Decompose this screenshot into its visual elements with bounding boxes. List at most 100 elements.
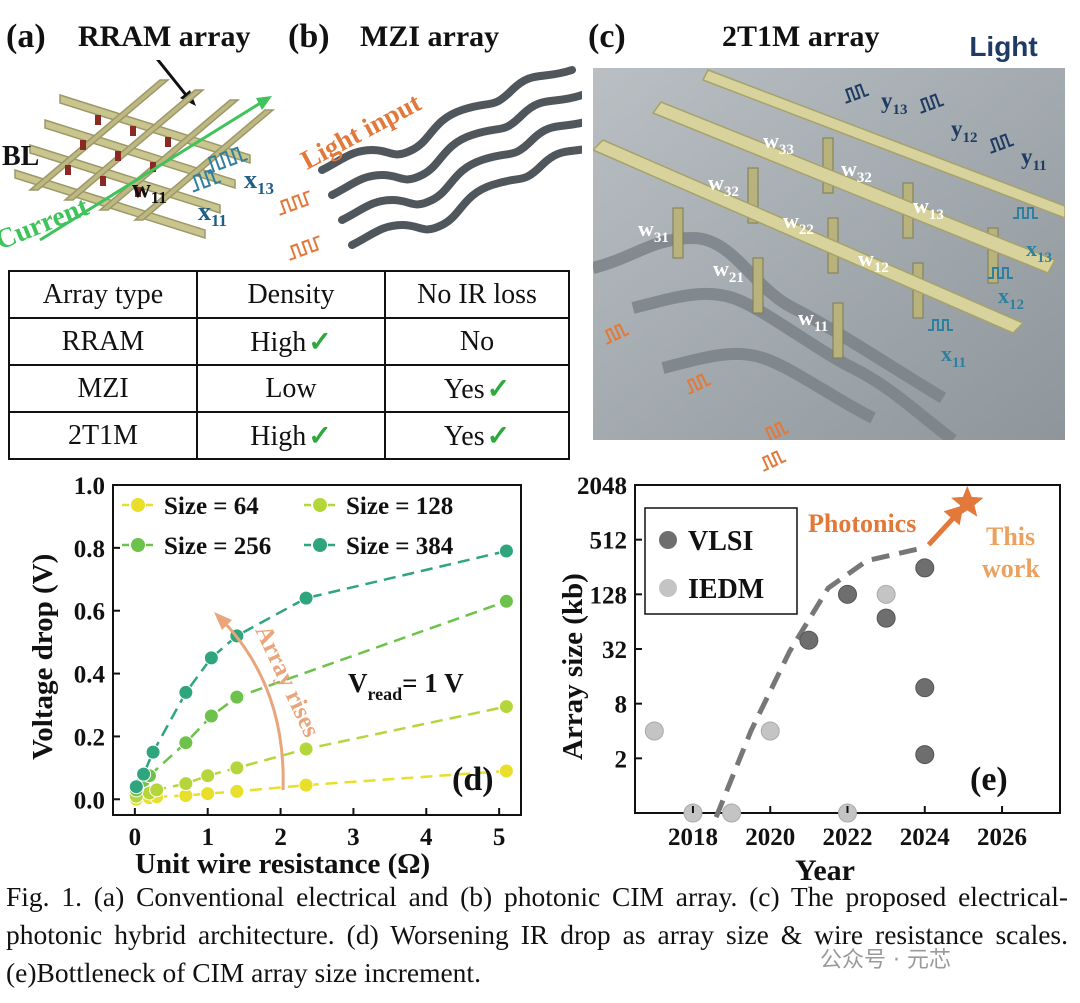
w11-sub: 11 xyxy=(151,188,167,207)
table-cell-type: 2T1M xyxy=(8,411,198,460)
w32a-label: w xyxy=(708,170,724,195)
w11c-label: w xyxy=(798,305,814,330)
panel-a-title: RRAM array xyxy=(78,20,251,53)
light-output-line-1: Light xyxy=(969,31,1038,62)
y13-label: y xyxy=(881,88,893,113)
chart-e-ytick-label: 512 xyxy=(590,528,628,555)
chart-d-point xyxy=(149,782,165,798)
table-cell-noir: Yes✓ xyxy=(384,364,570,413)
chart-e-xlabel: Year xyxy=(795,854,855,887)
chart-d-legend-marker xyxy=(131,498,145,512)
table-header-row: Array type Density No IR loss xyxy=(8,270,570,319)
vread-label: V xyxy=(348,668,368,698)
chart-d-point xyxy=(498,699,514,715)
x11-label: x xyxy=(198,197,211,226)
this-work-label-1: This xyxy=(986,522,1035,551)
w32b-label: w xyxy=(841,156,857,181)
mzi-array-illustration: Light input xyxy=(279,66,582,261)
chart-d-point xyxy=(203,708,219,724)
chart-e-point-vlsi xyxy=(915,678,935,698)
table-header: Array type xyxy=(8,270,198,319)
w21-label: w xyxy=(713,256,729,281)
chart-d-xtick-label: 1 xyxy=(201,824,214,851)
chart-e-xtick-label: 2026 xyxy=(977,824,1027,851)
table-cell-density: High✓ xyxy=(196,317,386,366)
check-icon: ✓ xyxy=(308,326,332,358)
chart-e-arrow-head xyxy=(943,505,964,526)
chart-d-ytick-label: 0.2 xyxy=(74,724,105,751)
svg-text:Vread= 1 V: Vread= 1 V xyxy=(348,668,464,704)
svg-text:w21: w21 xyxy=(713,256,744,286)
chart-d-point xyxy=(498,763,514,779)
table-cell-density: High✓ xyxy=(196,411,386,460)
chart-d-point xyxy=(200,768,216,784)
chart-e-point-iedm xyxy=(722,803,742,823)
array-size-chart: 2018 2020 2022 2024 2026 2 8 32 128 512 2048 Photo… xyxy=(557,473,1061,887)
chart-d-frame xyxy=(112,484,522,816)
svg-text:w11: w11 xyxy=(798,305,828,335)
svg-text:w31: w31 xyxy=(638,216,669,246)
chart-e-ytick-label: 2 xyxy=(615,746,628,773)
chart-d-point xyxy=(298,741,314,757)
current-label: Current xyxy=(0,191,94,255)
table-cell-type: MZI xyxy=(8,364,198,413)
chart-e-xtick-label: 2024 xyxy=(900,824,951,851)
x11c-label: x xyxy=(941,341,952,366)
chart-d-point xyxy=(136,766,152,782)
this-work-label-2: work xyxy=(982,554,1040,583)
chart-d-legend-marker xyxy=(131,538,145,552)
chart-e-ytick-label: 2048 xyxy=(577,473,627,500)
chart-e-xtick-label: 2020 xyxy=(745,824,795,851)
svg-text:w11: w11 xyxy=(132,174,167,207)
svg-text:w32: w32 xyxy=(708,170,739,200)
chart-d-legend-marker xyxy=(313,498,327,512)
chart-d-ytick-label: 0.8 xyxy=(74,536,105,563)
chart-d-point xyxy=(178,684,194,700)
svg-text:y13: y13 xyxy=(881,88,908,118)
check-icon: ✓ xyxy=(486,420,511,452)
svg-text:x11: x11 xyxy=(941,341,966,371)
table-cell-noir: No xyxy=(384,317,570,366)
svg-text:w13: w13 xyxy=(913,193,944,223)
2t1m-array-illustration: w33 w32 w32 w31 w22 w13 w21 w12 w11 y13 … xyxy=(593,68,1065,440)
svg-text:w12: w12 xyxy=(858,246,889,276)
chart-d-xtick-label: 5 xyxy=(493,824,506,851)
voltage-drop-chart: 0 1 2 3 4 5 0.0 0.2 0.4 0.6 0.8 1.0 Array rises Vre… xyxy=(27,473,522,880)
chart-d-ytick-label: 0.4 xyxy=(74,662,106,689)
chart-e-xtick-label: 2022 xyxy=(823,824,873,851)
chart-e-trend-line xyxy=(713,545,926,819)
table-cell-noir: Yes✓ xyxy=(384,411,570,460)
panel-e-label: (e) xyxy=(970,761,1008,798)
chart-d-series-line-0 xyxy=(136,769,507,801)
chart-d-legend-label: Size = 64 xyxy=(164,493,259,520)
table-cell-type: RRAM xyxy=(8,317,198,366)
panel-a-label: (a) xyxy=(6,18,46,55)
w31-label: w xyxy=(638,216,654,241)
y11-label: y xyxy=(1021,144,1033,169)
svg-text:x11: x11 xyxy=(198,197,227,230)
chart-d-ylabel: Voltage drop (V) xyxy=(27,554,59,760)
chart-d-ytick-label: 0.0 xyxy=(74,787,105,814)
panel-c-title: 2T1M array xyxy=(722,20,880,53)
chart-d-legend-label: Size = 128 xyxy=(346,493,453,520)
chart-d-series-line-1 xyxy=(136,705,507,798)
chart-d-point xyxy=(145,744,161,760)
watermark-text: 公众号 · 元芯 xyxy=(820,948,951,973)
x13-label: x xyxy=(244,165,257,194)
svg-text:y11: y11 xyxy=(1021,144,1047,174)
array-rises-arrow xyxy=(220,618,285,791)
chart-d-ytick-label: 1.0 xyxy=(74,473,105,500)
svg-text:y12: y12 xyxy=(951,116,978,146)
chart-d-legend-label: Size = 384 xyxy=(346,533,454,560)
w33-label: w xyxy=(763,128,779,153)
orange-pulse-c-bottom xyxy=(761,450,787,472)
vread-sub: read xyxy=(368,684,403,704)
legend-vlsi-marker xyxy=(659,531,677,549)
chart-e-ylabel: Array size (kb) xyxy=(557,573,589,760)
chart-e-xtick-label: 2018 xyxy=(668,824,718,851)
table-row: RRAM High✓ No xyxy=(8,317,570,366)
chart-d-xtick-label: 4 xyxy=(420,824,433,851)
x11-sub: 11 xyxy=(211,211,227,230)
panel-c-label: (c) xyxy=(588,18,626,55)
chart-e-point-vlsi xyxy=(876,608,896,628)
